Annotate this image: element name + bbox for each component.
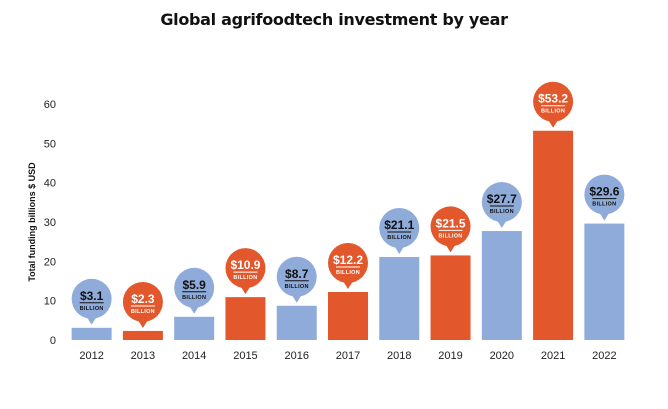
- x-tick-label: 2015: [233, 350, 257, 362]
- data-label-unit: BILLION: [285, 284, 309, 290]
- data-label-bubble: [174, 267, 215, 308]
- data-label-value: $29.6: [589, 185, 619, 199]
- data-label-pointer: [189, 305, 200, 314]
- data-label-pointer: [445, 244, 456, 253]
- data-label-value: $21.5: [436, 216, 466, 230]
- data-label-pointer: [548, 119, 559, 128]
- data-label-value: $2.3: [131, 292, 155, 306]
- data-label-value: $10.9: [230, 258, 260, 272]
- data-label-unit: BILLION: [131, 309, 155, 315]
- data-label-bubble: [225, 248, 266, 289]
- bar: [225, 297, 266, 340]
- data-label-bubble: [584, 174, 625, 215]
- bar: [71, 327, 112, 340]
- data-label-pointer: [291, 294, 302, 303]
- bar: [122, 330, 163, 340]
- data-label-unit: BILLION: [80, 306, 104, 312]
- y-axis-label: Total funding billions $ USD: [27, 162, 37, 282]
- bar: [328, 292, 368, 340]
- x-tick-label: 2014: [182, 350, 206, 362]
- data-label-bubble: [328, 243, 368, 284]
- data-label-value: $8.7: [285, 267, 309, 281]
- data-label-value: $21.1: [384, 218, 414, 232]
- y-tick-label: 40: [44, 178, 56, 190]
- x-tick-label: 2018: [387, 350, 411, 362]
- x-tick-label: 2013: [131, 350, 155, 362]
- data-label-unit: BILLION: [490, 209, 514, 215]
- x-tick-label: 2019: [438, 350, 462, 362]
- x-tick-label: 2021: [541, 350, 565, 362]
- data-label-value: $53.2: [538, 92, 568, 106]
- y-tick-label: 10: [44, 296, 56, 308]
- data-label-bubble: [379, 208, 420, 249]
- bar: [430, 255, 471, 340]
- x-tick-label: 2020: [490, 350, 514, 362]
- data-label-value: $27.7: [487, 192, 517, 206]
- x-tick-label: 2016: [284, 350, 308, 362]
- data-label-bubble: [481, 182, 522, 223]
- x-tick-label: 2017: [336, 350, 360, 362]
- y-tick-label: 20: [44, 256, 56, 268]
- data-label-value: $3.1: [80, 289, 104, 303]
- data-label-pointer: [343, 281, 353, 290]
- y-tick-label: 30: [44, 217, 56, 229]
- bar: [481, 231, 522, 340]
- y-tick-label: 0: [50, 335, 56, 347]
- data-label-unit: BILLION: [387, 235, 411, 241]
- bar: [584, 223, 625, 340]
- chart-title: Global agrifoodtech investment by year: [160, 10, 508, 29]
- data-label-pointer: [599, 212, 610, 221]
- data-label-value: $12.2: [333, 253, 363, 267]
- data-label-pointer: [86, 316, 97, 325]
- data-label-bubble: [122, 281, 163, 322]
- data-label-pointer: [137, 319, 148, 328]
- data-label-bubble: [71, 278, 112, 319]
- x-tick-label: 2012: [79, 350, 103, 362]
- x-tick-label: 2022: [592, 350, 616, 362]
- data-label-unit: BILLION: [182, 295, 206, 301]
- data-label-pointer: [496, 220, 507, 229]
- data-label-value: $5.9: [183, 278, 207, 292]
- bar: [533, 130, 574, 340]
- data-label-pointer: [394, 246, 405, 255]
- data-label-unit: BILLION: [592, 202, 616, 208]
- bar: [379, 257, 420, 340]
- data-label-bubble: [276, 256, 317, 297]
- y-tick-label: 50: [44, 138, 56, 150]
- bar: [174, 316, 215, 340]
- data-label-unit: BILLION: [541, 109, 565, 115]
- data-label-unit: BILLION: [336, 270, 360, 276]
- data-label-unit: BILLION: [438, 233, 462, 239]
- data-label-unit: BILLION: [233, 275, 257, 281]
- y-tick-label: 60: [44, 99, 56, 111]
- data-label-pointer: [240, 286, 251, 295]
- data-label-bubble: [430, 206, 471, 247]
- data-label-bubble: [533, 81, 574, 122]
- bar: [276, 305, 317, 340]
